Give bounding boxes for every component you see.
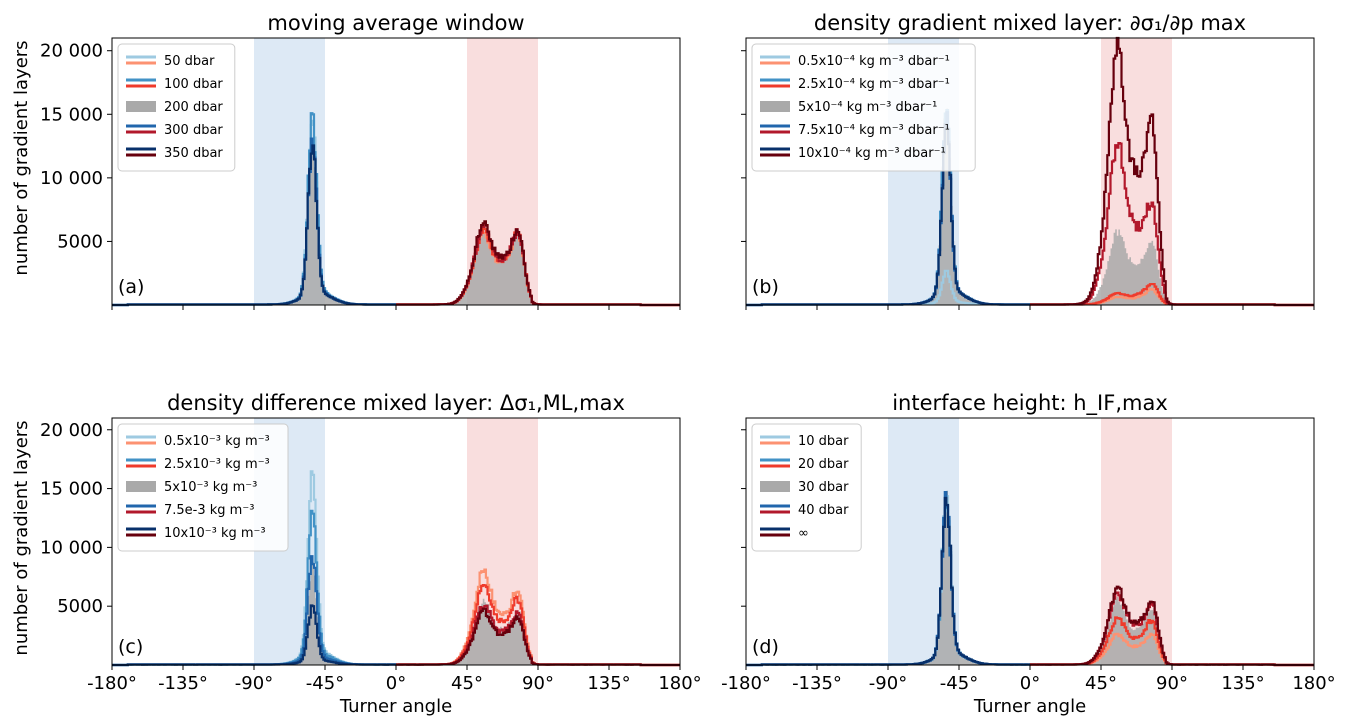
y-tick-label: 20 000 <box>40 41 103 62</box>
legend-label: 10 dbar <box>798 434 849 449</box>
x-tick-label: -135° <box>792 673 842 694</box>
panel-a: 5000 10 000 15 000 20 000 (a) 50 dbar 100 dbar… <box>40 37 681 310</box>
y-tick-label: 5000 <box>57 231 103 252</box>
y-tick-label: 20 000 <box>40 420 103 441</box>
legend-box <box>117 423 289 552</box>
legend-label: 5x10⁻³ kg m⁻³ <box>164 480 257 495</box>
x-tick-label: -180° <box>721 673 771 694</box>
x-tick-label: 135° <box>587 673 630 694</box>
legend: 0.5x10⁻³ kg m⁻³ 2.5x10⁻³ kg m⁻³ 5x10⁻³ kg … <box>117 423 289 552</box>
legend-label: 5x10⁻⁴ kg m⁻³ dbar⁻¹ <box>798 100 937 115</box>
legend-swatch <box>760 101 790 112</box>
panel-d: -180° -135° -90° -45° 0° 45° 90° 135° 180° (d) 10 … <box>721 417 1336 694</box>
legend-swatch <box>760 481 790 492</box>
x-tick-label: 45° <box>451 673 483 694</box>
panel-c-title: density difference mixed layer: Δσ₁,ML,m… <box>167 391 625 415</box>
legend: 0.5x10⁻⁴ kg m⁻³ dbar⁻¹ 2.5x10⁻⁴ kg m⁻³ db… <box>751 43 976 172</box>
legend-label: 350 dbar <box>164 146 223 161</box>
panel-tag: (d) <box>752 636 779 658</box>
legend-box <box>751 423 862 552</box>
panel-b: (b) 0.5x10⁻⁴ kg m⁻³ dbar⁻¹ 2.5x10⁻⁴ kg m⁻³… <box>741 36 1315 310</box>
legend-label: 7.5x10⁻⁴ kg m⁻³ dbar⁻¹ <box>798 123 950 138</box>
legend-label: 300 dbar <box>164 123 223 138</box>
x-tick-label: -180° <box>87 673 137 694</box>
legend: 10 dbar 20 dbar 30 dbar 40 dbar ∞ <box>751 423 862 552</box>
x-tick-label: 90° <box>1156 673 1188 694</box>
y-axis-label-bottom: number of gradient layers <box>11 420 32 655</box>
y-axis-label-top: number of gradient layers <box>11 40 32 275</box>
legend-box <box>751 43 976 172</box>
legend-label: 2.5x10⁻³ kg m⁻³ <box>164 457 270 472</box>
histogram-fill <box>112 562 680 665</box>
legend-swatch <box>126 481 156 492</box>
panel-b-title: density gradient mixed layer: ∂σ₁/∂p max <box>814 11 1246 35</box>
y-tick-label: 5000 <box>57 596 103 617</box>
x-tick-label: -135° <box>158 673 208 694</box>
x-tick-label: 135° <box>1221 673 1264 694</box>
x-tick-label: 180° <box>1292 673 1335 694</box>
x-tick-label: 0° <box>386 673 406 694</box>
x-tick-label: -45° <box>940 673 978 694</box>
x-tick-label: -45° <box>306 673 344 694</box>
x-tick-label: -90° <box>235 673 273 694</box>
legend: 50 dbar 100 dbar 200 dbar 300 dbar 350 dbar <box>117 43 236 172</box>
panel-a-title: moving average window <box>267 11 524 35</box>
legend-label: 20 dbar <box>798 457 849 472</box>
y-tick-label: 15 000 <box>40 104 103 125</box>
y-tick-label: 10 000 <box>40 537 103 558</box>
panel-c: -180° -135° -90° -45° 0° 45° 90° 135° 180° 5000 10… <box>40 417 702 694</box>
legend-label: 2.5x10⁻⁴ kg m⁻³ dbar⁻¹ <box>798 77 950 92</box>
legend-label: 200 dbar <box>164 100 223 115</box>
legend-swatch <box>126 101 156 112</box>
x-axis-label-left: Turner angle <box>339 696 452 717</box>
panel-tag: (a) <box>118 276 144 298</box>
x-tick-label: 0° <box>1020 673 1040 694</box>
x-axis-label-right: Turner angle <box>973 696 1086 717</box>
x-tick-label: -90° <box>869 673 907 694</box>
legend-label: 50 dbar <box>164 54 215 69</box>
legend-label: 10x10⁻³ kg m⁻³ <box>164 526 266 541</box>
y-tick-label: 15 000 <box>40 479 103 500</box>
legend-label: 0.5x10⁻⁴ kg m⁻³ dbar⁻¹ <box>798 54 950 69</box>
x-tick-label: 45° <box>1085 673 1117 694</box>
y-tick-label: 10 000 <box>40 168 103 189</box>
legend-label: ∞ <box>798 526 809 541</box>
x-tick-label: 90° <box>522 673 554 694</box>
legend-label: 0.5x10⁻³ kg m⁻³ <box>164 434 270 449</box>
x-tick-label: 180° <box>658 673 701 694</box>
panel-d-title: interface height: h_IF,max <box>892 391 1168 416</box>
legend-label: 40 dbar <box>798 503 849 518</box>
panel-tag: (c) <box>118 636 143 658</box>
panel-tag: (b) <box>752 276 779 298</box>
legend-label: 100 dbar <box>164 77 223 92</box>
legend-label: 30 dbar <box>798 480 849 495</box>
legend-box <box>117 43 236 172</box>
legend-label: 7.5e-3 kg m⁻³ <box>164 503 254 518</box>
legend-label: 10x10⁻⁴ kg m⁻³ dbar⁻¹ <box>798 146 946 161</box>
